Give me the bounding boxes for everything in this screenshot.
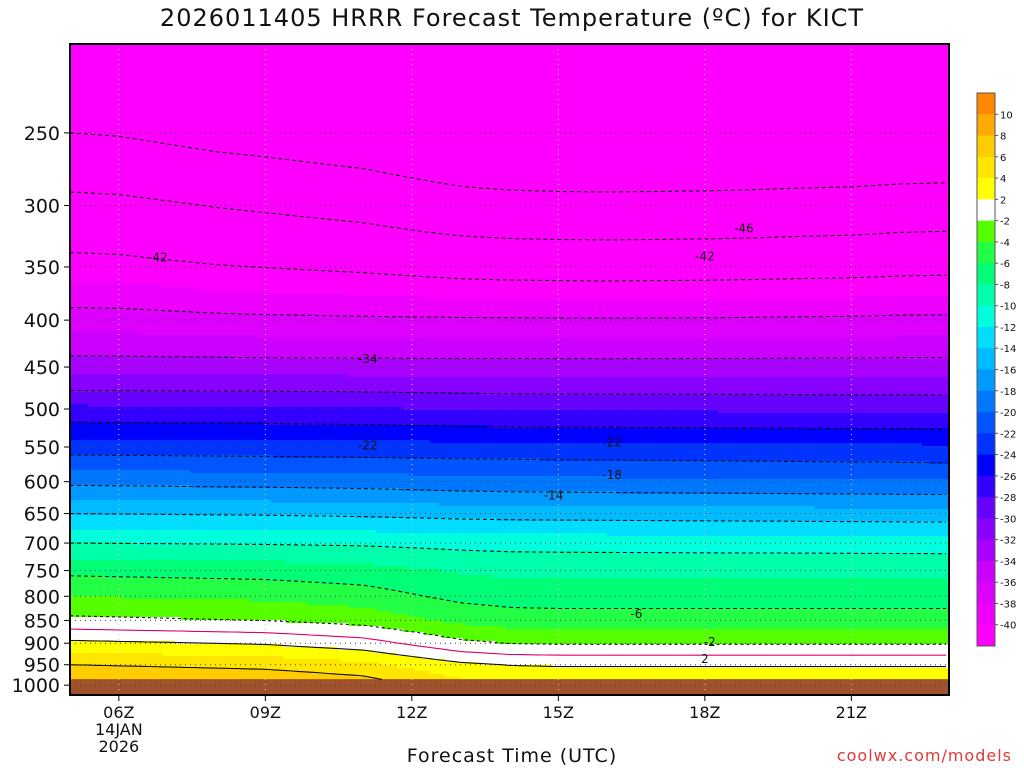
temperature-fill-bands — [70, 44, 950, 696]
